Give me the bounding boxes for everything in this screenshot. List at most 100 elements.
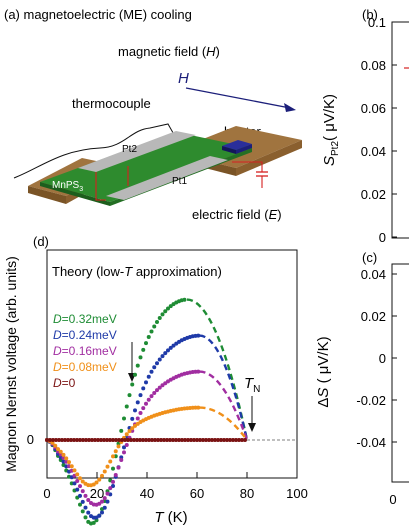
data-point [84, 438, 88, 442]
panel-d-ylabel: Magnon Nernst voltage (arb. units) [3, 256, 19, 472]
data-point [152, 365, 157, 370]
panel-b-tick-label: 0.1 [368, 15, 386, 30]
panel-c-tick-label: -0.02 [356, 393, 386, 408]
data-point [127, 429, 132, 434]
data-point [78, 438, 82, 442]
h-vector-label: H [178, 70, 189, 87]
data-point [177, 438, 181, 442]
panel-b-tick-label: 0.04 [361, 144, 386, 159]
data-point [105, 499, 110, 504]
data-point [196, 405, 201, 410]
data-point [155, 361, 159, 366]
data-point [116, 465, 121, 470]
x-axis-ticks: 0 20 40 60 80 100 [43, 472, 308, 501]
data-point [196, 369, 201, 374]
data-point [122, 416, 126, 421]
data-point [97, 477, 102, 482]
data-point [195, 438, 199, 442]
data-point [96, 438, 100, 442]
field-arrow-line [185, 87, 291, 109]
data-point [207, 438, 211, 442]
data-point [53, 443, 58, 448]
data-point [157, 357, 162, 362]
data-point [160, 383, 165, 388]
data-point [135, 400, 140, 405]
data-point [116, 444, 121, 449]
data-point [80, 479, 85, 484]
data-point [210, 438, 214, 442]
data-point [45, 438, 49, 442]
series-extrapolation [199, 406, 248, 441]
panel-c-tick-label: -0.04 [356, 435, 386, 450]
data-point [94, 518, 99, 523]
data-point [228, 438, 232, 442]
data-point [124, 432, 129, 437]
mnps3-label: MnPS3 [52, 180, 83, 193]
data-point [99, 438, 103, 442]
data-point [100, 499, 104, 504]
data-point [144, 380, 148, 385]
data-point [120, 438, 124, 442]
data-point [54, 438, 58, 442]
data-point [86, 497, 91, 502]
data-point [149, 369, 154, 374]
data-point [51, 438, 55, 442]
data-point [149, 394, 154, 399]
data-point [69, 464, 74, 469]
data-point [166, 348, 170, 353]
data-point [133, 408, 137, 413]
thermocouple-label: thermocouple [72, 96, 151, 111]
data-point [127, 393, 132, 398]
data-point [225, 438, 229, 442]
data-point [219, 438, 223, 442]
data-point [138, 438, 142, 442]
data-point [111, 479, 115, 484]
data-point [64, 456, 69, 461]
panel-c-tick-label: 0.02 [361, 309, 386, 324]
data-point [122, 445, 126, 450]
data-point [135, 363, 140, 368]
data-point [198, 438, 202, 442]
data-point [61, 452, 66, 457]
data-point [157, 316, 162, 321]
data-point [81, 438, 85, 442]
plot-area [45, 297, 297, 526]
panel-c-xtick-0: 0 [389, 492, 396, 507]
legend-entry: D=0.24meV [53, 328, 117, 342]
data-point [204, 438, 208, 442]
data-point [162, 438, 166, 442]
data-point [133, 423, 137, 428]
data-point [166, 306, 170, 311]
data-point [60, 438, 64, 442]
data-point [124, 404, 129, 409]
pt1-label: Pt1 [172, 176, 187, 187]
pt2-strip [78, 131, 196, 172]
data-point [75, 438, 79, 442]
data-point [157, 385, 162, 390]
data-point [119, 458, 124, 463]
data-point [97, 501, 102, 506]
data-point [171, 438, 175, 442]
data-point [119, 428, 124, 433]
y-zero-label: 0 [27, 432, 34, 447]
data-point [182, 297, 187, 302]
data-point [80, 499, 85, 504]
panel-c-frame [391, 263, 409, 483]
panel-c-label: (c) [362, 250, 377, 265]
panel-b-tick-label: 0.06 [361, 101, 386, 116]
data-point [163, 351, 168, 356]
data-point [146, 374, 151, 379]
data-point [159, 438, 163, 442]
data-point [111, 484, 115, 489]
data-point [102, 469, 107, 474]
x-tick-label: 80 [240, 486, 254, 501]
data-point [78, 484, 82, 489]
data-point [132, 438, 136, 442]
data-point [138, 355, 143, 360]
data-point [78, 476, 82, 481]
data-point [97, 513, 102, 518]
heater-block [222, 140, 252, 154]
legend-entry: D=0 [53, 376, 76, 390]
data-point [126, 438, 130, 442]
series-4 [45, 438, 247, 442]
